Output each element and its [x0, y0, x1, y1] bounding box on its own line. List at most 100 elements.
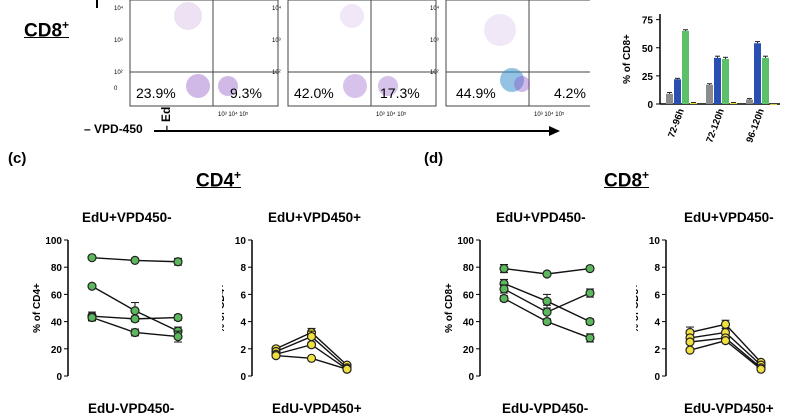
- line-y-tick-label: 6: [240, 290, 246, 301]
- line-y-tick-label: 6: [654, 290, 660, 301]
- flow-plot-3-left-pct: 44.9%: [456, 85, 496, 101]
- subtitle-c-left-bottom: EdU-VPD450-: [88, 401, 175, 416]
- flow-plot-1-left-pct: 23.9%: [136, 85, 176, 101]
- line-chart-c-right: 0 2 4 6 8 10 % of CD4+: [222, 236, 352, 383]
- bar: [746, 99, 753, 104]
- data-point: [499, 293, 509, 304]
- svg-text:10⁴: 10⁴: [114, 5, 124, 12]
- data-point: [720, 336, 731, 346]
- data-point: [542, 307, 552, 317]
- data-point: [130, 314, 140, 324]
- data-point: [342, 364, 352, 374]
- line-y-tick-label: 0: [654, 372, 660, 383]
- data-point: [173, 257, 183, 267]
- subtitle-d-left-bottom: EdU-VPD450-: [502, 401, 589, 416]
- data-point: [542, 296, 552, 306]
- line-y-tick-label: 4: [240, 318, 246, 329]
- line-y-tick-label: 60: [463, 290, 475, 301]
- data-point: [542, 269, 552, 279]
- data-point: [130, 306, 140, 316]
- line-y-tick-label: 0: [240, 372, 246, 383]
- data-point: [585, 263, 595, 274]
- line-y-tick-label: 10: [649, 236, 661, 247]
- data-point: [685, 345, 695, 355]
- line-y-tick-label: 2: [240, 345, 246, 356]
- subtitle-d-right-bottom: EdU-VPD450+: [684, 401, 774, 416]
- data-point: [306, 331, 317, 342]
- data-point: [87, 253, 97, 263]
- svg-text:0: 0: [114, 86, 118, 92]
- data-point: [585, 288, 595, 298]
- flow-plot-3-right-pct: 4.2%: [554, 85, 586, 101]
- panel-c-letter: (c): [8, 150, 27, 167]
- svg-text:10³: 10³: [272, 38, 281, 44]
- bar-category-label: 96-120h: [744, 107, 767, 144]
- bar: [762, 57, 769, 104]
- panel-d-title: CD8+: [604, 168, 650, 192]
- flow-cytometry-panel: – EdU-AF488 10⁴ 10³ 10² 0 23.9% 9.3% 10³…: [96, 0, 590, 132]
- flow-x-axis-label: – VPD-450: [84, 122, 143, 136]
- data-point: [87, 312, 97, 323]
- line-y-tick-label: 2: [654, 345, 660, 356]
- subtitle-d-left: EdU+VPD450-: [496, 210, 586, 225]
- subtitle-c-left: EdU+VPD450-: [82, 210, 172, 225]
- line-y-tick-label: 4: [654, 318, 660, 329]
- data-point: [756, 364, 766, 374]
- subtitle-c-right-bottom: EdU-VPD450+: [272, 401, 362, 416]
- bar: [730, 102, 737, 104]
- cd8-row-label: CD8+: [24, 18, 70, 42]
- bar: [690, 102, 697, 104]
- svg-text:10³ 10⁴ 10⁵: 10³ 10⁴ 10⁵: [534, 111, 565, 118]
- bar-y-tick-label: 75: [642, 16, 654, 27]
- line-y-tick-label: 80: [463, 263, 475, 274]
- data-point: [306, 353, 317, 363]
- data-point: [306, 340, 317, 350]
- svg-text:10²: 10²: [114, 70, 123, 76]
- line-y-label: % of CD8+: [636, 283, 641, 333]
- panel-c-title: CD4+: [196, 168, 242, 192]
- data-point: [87, 281, 97, 291]
- flow-plot-2-left-pct: 42.0%: [294, 85, 334, 101]
- data-point: [499, 263, 509, 274]
- bar-y-label: % of CD8+: [622, 34, 633, 84]
- data-point: [173, 312, 183, 323]
- flow-plot-2: 10⁴ 10³ 10² 42.0% 17.3% 10³ 10⁴ 10⁵: [272, 0, 437, 118]
- line-y-tick-label: 0: [468, 372, 474, 383]
- flow-x-arrow: [154, 126, 560, 136]
- line-y-tick-label: 40: [51, 318, 63, 329]
- bar: [714, 57, 721, 104]
- bar: [722, 59, 729, 104]
- bar-chart: 0 25 50 75 % of CD8+ 72-96h 72-120h 96-120h: [622, 14, 780, 144]
- subtitle-d-right: EdU+VPD450-: [684, 210, 774, 225]
- data-point: [585, 316, 595, 327]
- flow-plot-2-right-pct: 17.3%: [380, 85, 420, 101]
- line-chart-d-right: 0 2 4 6 8 10 % of CD8+: [636, 236, 766, 383]
- data-point: [685, 337, 695, 347]
- data-point: [499, 284, 509, 294]
- bar-y-tick-label: 25: [642, 72, 654, 83]
- bar-category-label: 72-96h: [666, 107, 687, 139]
- line-y-tick-label: 100: [457, 236, 474, 247]
- line-y-tick-label: 60: [51, 290, 63, 301]
- line-y-tick-label: 40: [463, 318, 475, 329]
- line-y-tick-label: 20: [51, 345, 63, 356]
- line-y-label: % of CD8+: [444, 283, 455, 333]
- flow-plot-1: 10⁴ 10³ 10² 0 23.9% 9.3% 10³ 10⁴ 10⁵: [114, 0, 279, 118]
- panel-d-letter: (d): [424, 150, 444, 167]
- svg-text:10²: 10²: [430, 70, 439, 76]
- svg-text:10²: 10²: [272, 70, 281, 76]
- bar-y-tick-label: 50: [642, 44, 654, 55]
- bar: [666, 93, 673, 104]
- bar: [754, 43, 761, 104]
- line-y-tick-label: 0: [56, 372, 62, 383]
- line-y-label: % of CD4+: [222, 283, 227, 333]
- subtitle-c-right: EdU+VPD450+: [268, 210, 362, 225]
- bar: [706, 84, 713, 104]
- line-y-tick-label: 10: [235, 236, 247, 247]
- bar: [682, 30, 689, 104]
- data-point: [585, 333, 595, 343]
- data-point: [173, 331, 183, 342]
- line-y-tick-label: 20: [463, 345, 475, 356]
- data-point: [542, 316, 552, 327]
- data-point: [271, 350, 281, 361]
